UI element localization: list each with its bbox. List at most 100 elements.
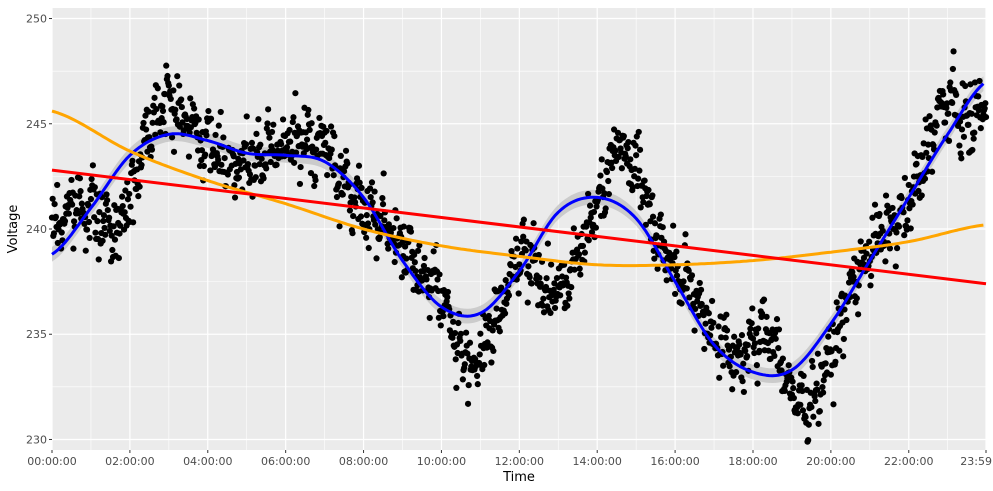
data-point xyxy=(754,380,761,387)
data-point xyxy=(744,353,751,360)
data-point xyxy=(691,327,698,334)
data-point xyxy=(947,79,954,86)
data-point xyxy=(173,116,180,123)
data-point xyxy=(376,234,383,241)
data-point xyxy=(379,201,387,208)
data-point xyxy=(836,347,843,354)
data-point xyxy=(344,160,351,167)
data-point xyxy=(726,363,733,370)
data-point xyxy=(220,134,227,141)
data-point xyxy=(909,201,916,208)
data-point xyxy=(960,133,968,140)
data-point xyxy=(202,151,209,158)
data-point xyxy=(138,161,145,169)
data-point xyxy=(91,184,98,191)
data-point xyxy=(111,236,119,243)
data-point xyxy=(867,282,874,289)
data-point xyxy=(390,224,397,232)
data-point xyxy=(827,371,834,378)
data-point xyxy=(641,177,648,184)
data-point xyxy=(926,113,933,120)
data-point xyxy=(933,122,940,129)
data-point xyxy=(212,131,219,139)
data-point xyxy=(522,247,529,254)
data-point xyxy=(148,146,156,153)
data-point xyxy=(892,263,899,270)
data-point xyxy=(671,254,678,261)
data-point xyxy=(423,276,430,283)
data-point xyxy=(191,105,198,112)
data-point xyxy=(828,348,835,355)
data-point xyxy=(702,320,709,327)
data-point xyxy=(323,127,330,135)
data-point xyxy=(599,185,606,192)
data-point xyxy=(705,310,712,317)
data-point xyxy=(368,179,376,186)
data-point xyxy=(235,155,242,162)
data-point xyxy=(895,223,903,230)
data-point xyxy=(306,126,313,133)
data-point xyxy=(663,277,670,284)
data-point xyxy=(290,114,297,121)
data-point xyxy=(140,119,147,127)
data-point xyxy=(950,48,957,55)
data-point xyxy=(337,152,344,160)
data-point xyxy=(685,267,692,274)
x-tick-label: 10:00:00 xyxy=(417,455,466,468)
data-point xyxy=(316,114,323,122)
data-point xyxy=(363,234,370,241)
data-point xyxy=(49,195,56,202)
data-point xyxy=(218,161,225,168)
data-point xyxy=(153,105,160,113)
data-point xyxy=(651,255,658,262)
data-point xyxy=(485,312,492,320)
data-point xyxy=(356,179,363,186)
data-point xyxy=(921,175,929,182)
data-point xyxy=(886,245,894,252)
data-point xyxy=(391,258,398,266)
data-point xyxy=(536,274,543,281)
data-point xyxy=(958,155,965,162)
data-point xyxy=(898,194,905,202)
data-point xyxy=(104,197,111,204)
data-point xyxy=(351,194,358,201)
trend-lines xyxy=(51,82,987,378)
data-point xyxy=(496,328,503,335)
data-point xyxy=(200,162,207,170)
data-point xyxy=(54,181,61,189)
data-point xyxy=(733,369,740,376)
data-point xyxy=(457,330,465,337)
data-point xyxy=(313,146,320,153)
data-point xyxy=(772,335,779,342)
data-point xyxy=(305,106,312,114)
data-point xyxy=(87,195,95,203)
data-point xyxy=(420,262,428,270)
data-point xyxy=(103,191,110,198)
data-point xyxy=(115,254,122,262)
data-point xyxy=(99,237,106,244)
data-point xyxy=(333,193,341,201)
data-point xyxy=(585,237,592,244)
data-point xyxy=(312,177,319,184)
x-tick-label: 16:00:00 xyxy=(650,455,699,468)
data-point xyxy=(718,334,725,341)
data-point xyxy=(592,224,600,231)
data-point xyxy=(526,274,533,281)
data-point xyxy=(915,187,922,195)
x-tick-label: 08:00:00 xyxy=(339,455,388,468)
data-point xyxy=(797,401,804,408)
data-point xyxy=(620,132,627,140)
data-point xyxy=(814,386,821,393)
data-point xyxy=(535,251,542,259)
data-point xyxy=(731,333,738,340)
data-point xyxy=(416,242,423,249)
data-point xyxy=(548,261,555,268)
data-point xyxy=(820,377,827,384)
data-point xyxy=(466,339,474,346)
data-point xyxy=(135,193,142,200)
data-point xyxy=(263,165,270,172)
data-point xyxy=(673,248,680,255)
data-point xyxy=(308,120,315,127)
data-point xyxy=(570,225,577,232)
data-point xyxy=(377,212,384,220)
